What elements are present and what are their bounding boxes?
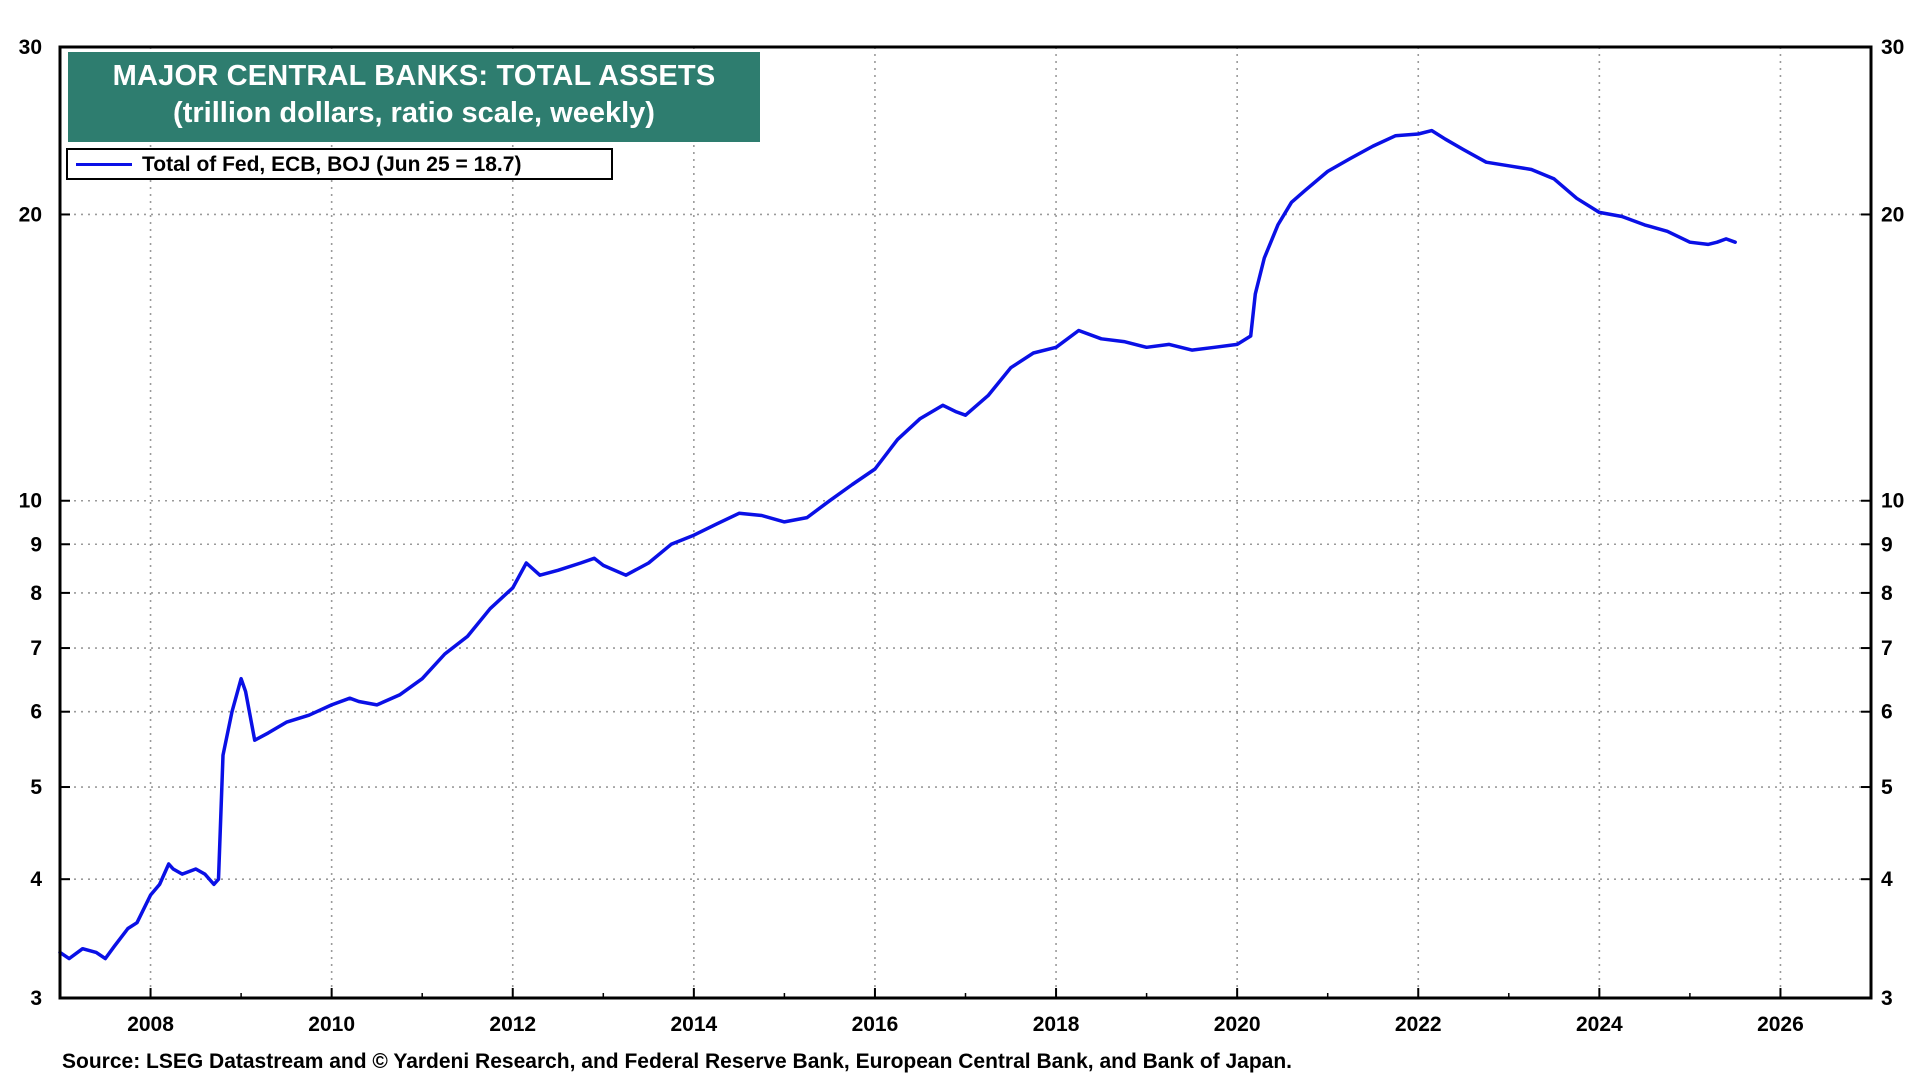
- x-tick-label-2014: 2014: [670, 1013, 717, 1036]
- y-tick-label-left-8: 8: [30, 582, 42, 605]
- series-line-0: [58, 128, 1737, 961]
- y-tick-label-right-7: 7: [1881, 637, 1893, 660]
- y-tick-label-left-6: 6: [30, 701, 42, 724]
- chart-subtitle: (trillion dollars, ratio scale, weekly): [173, 97, 655, 129]
- x-tick-label-2026: 2026: [1757, 1013, 1804, 1036]
- x-tick-label-2024: 2024: [1576, 1013, 1623, 1036]
- x-tick-label-2010: 2010: [308, 1013, 355, 1036]
- x-tick-label-2016: 2016: [852, 1013, 899, 1036]
- y-tick-label-left-30: 30: [19, 36, 42, 59]
- x-tick-label-2012: 2012: [489, 1013, 536, 1036]
- chart-title-box: MAJOR CENTRAL BANKS: TOTAL ASSETS (trill…: [68, 52, 760, 142]
- y-tick-label-right-3: 3: [1881, 987, 1893, 1010]
- y-tick-label-right-30: 30: [1881, 36, 1904, 59]
- x-tick-label-2018: 2018: [1033, 1013, 1080, 1036]
- y-tick-label-right-8: 8: [1881, 582, 1893, 605]
- y-tick-label-right-20: 20: [1881, 203, 1904, 226]
- axis-ticks: [59, 46, 1872, 999]
- legend-swatch: [76, 163, 132, 166]
- y-tick-label-right-5: 5: [1881, 776, 1893, 799]
- y-tick-label-left-9: 9: [30, 533, 42, 556]
- x-tick-label-2022: 2022: [1395, 1013, 1442, 1036]
- tick-labels: 2008 2010 2012 2014 2016 2018 2020 2022 2024 2026…: [19, 36, 1905, 1036]
- y-tick-label-right-9: 9: [1881, 533, 1893, 556]
- y-tick-label-left-3: 3: [30, 987, 42, 1010]
- series-layer: [58, 128, 1737, 961]
- grid-lines: [60, 47, 1871, 998]
- plot-frame: [58, 45, 1873, 1000]
- y-tick-label-left-7: 7: [30, 637, 42, 660]
- y-tick-label-left-4: 4: [30, 868, 42, 891]
- y-tick-label-right-6: 6: [1881, 701, 1893, 724]
- y-tick-label-left-5: 5: [30, 776, 42, 799]
- chart-title: MAJOR CENTRAL BANKS: TOTAL ASSETS: [112, 60, 716, 92]
- x-tick-label-2008: 2008: [127, 1013, 174, 1036]
- legend-entry: Total of Fed, ECB, BOJ (Jun 25 = 18.7): [142, 153, 522, 176]
- y-tick-label-right-10: 10: [1881, 490, 1904, 513]
- x-tick-label-2020: 2020: [1214, 1013, 1261, 1036]
- legend: Total of Fed, ECB, BOJ (Jun 25 = 18.7): [66, 148, 613, 180]
- y-tick-label-left-10: 10: [19, 490, 42, 513]
- y-tick-label-right-4: 4: [1881, 868, 1893, 891]
- source-note: Source: LSEG Datastream and © Yardeni Re…: [62, 1050, 1293, 1073]
- y-tick-label-left-20: 20: [19, 203, 42, 226]
